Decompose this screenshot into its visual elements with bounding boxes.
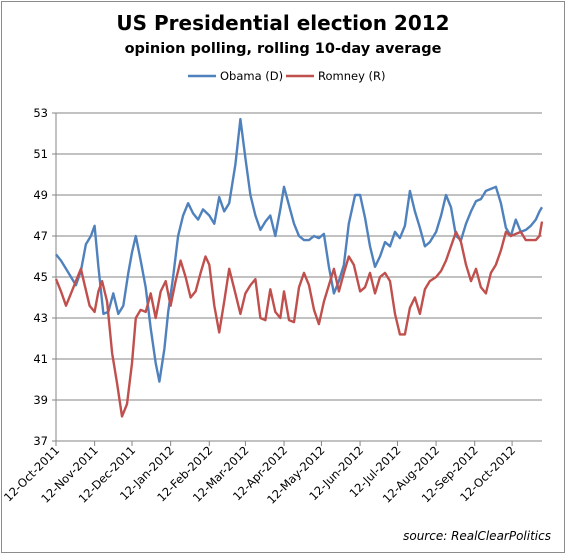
- y-tick-label-49: 49: [33, 188, 48, 202]
- series-line-obama: [55, 117, 544, 383]
- legend: Obama (D) Romney (R): [188, 69, 386, 83]
- y-tick-label-51: 51: [33, 147, 48, 161]
- y-tick-label-53: 53: [33, 106, 48, 120]
- y-tick-label-37: 37: [33, 434, 48, 448]
- series-line-romney: [54, 221, 544, 418]
- chart-subtitle: opinion polling, rolling 10-day average: [125, 41, 442, 57]
- x-axis: 12-Oct-201112-Nov-201112-Dec-201112-Jan-…: [1, 440, 542, 507]
- y-tick-label-45: 45: [33, 270, 48, 284]
- plot-lines: [54, 117, 544, 418]
- y-axis: 37 39 41 43 45 47 49 51 53: [33, 106, 57, 448]
- chart-title: US Presidential election 2012: [116, 11, 449, 35]
- legend-label-romney: Romney (R): [318, 69, 386, 83]
- y-tick-label-39: 39: [33, 393, 48, 407]
- legend-label-obama: Obama (D): [220, 69, 283, 83]
- source-note: source: RealClearPolitics: [403, 529, 551, 543]
- gridlines: [56, 112, 542, 442]
- y-tick-label-47: 47: [33, 229, 48, 243]
- y-tick-label-43: 43: [33, 311, 48, 325]
- y-tick-label-41: 41: [33, 352, 48, 366]
